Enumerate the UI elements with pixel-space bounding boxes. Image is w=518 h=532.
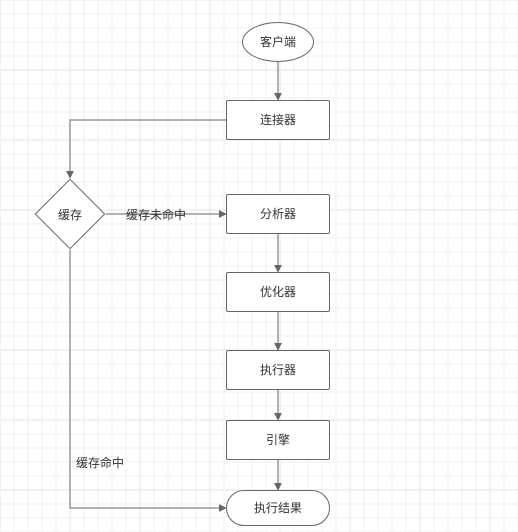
node-cache-label: 缓存 bbox=[34, 178, 106, 250]
node-cache: 缓存 bbox=[34, 178, 106, 250]
node-executor: 执行器 bbox=[226, 350, 330, 390]
node-optimizer: 优化器 bbox=[226, 272, 330, 312]
node-connector: 连接器 bbox=[226, 100, 330, 140]
flowchart-canvas: 客户端连接器缓存 分析器优化器执行器引擎执行结果 缓存未命中缓存命中 bbox=[0, 0, 518, 532]
edge-label-e3: 缓存未命中 bbox=[126, 206, 186, 223]
node-engine: 引擎 bbox=[226, 420, 330, 460]
edge-label-e8: 缓存命中 bbox=[76, 454, 124, 471]
node-result: 执行结果 bbox=[226, 490, 330, 526]
node-analyzer: 分析器 bbox=[226, 194, 330, 234]
node-client: 客户端 bbox=[242, 22, 314, 62]
